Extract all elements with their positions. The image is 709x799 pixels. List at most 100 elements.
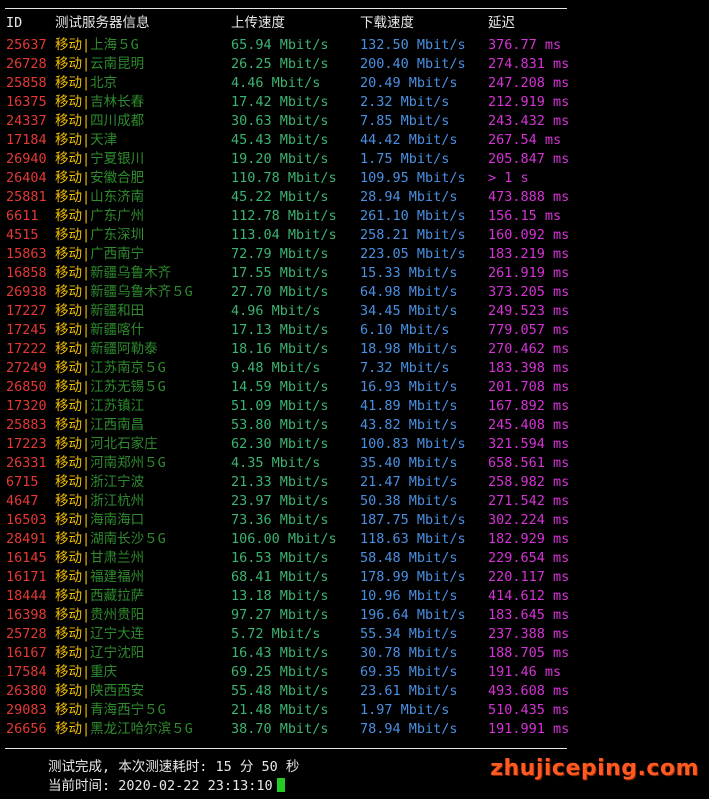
top-divider — [5, 8, 567, 9]
row-id: 16145 — [6, 550, 47, 566]
row-separator: | — [82, 588, 91, 604]
row-upload: 21.48 Mbit/s — [231, 702, 329, 718]
row-id: 26656 — [6, 721, 47, 737]
row-id: 6611 — [6, 208, 39, 224]
row-upload: 113.04 Mbit/s — [231, 227, 337, 243]
table-row: 6611 移动|广东广州 112.78 Mbit/s 261.10 Mbit/s 156… — [0, 207, 709, 226]
row-upload: 45.22 Mbit/s — [231, 189, 329, 205]
table-row: 25858 移动|北京 4.46 Mbit/s 20.49 Mbit/s 247.208… — [0, 74, 709, 93]
table-row: 4515 移动|广东深圳 113.04 Mbit/s 258.21 Mbit/s 160… — [0, 226, 709, 245]
row-upload: 4.35 Mbit/s — [231, 455, 321, 471]
test-summary: 测试完成, 本次测速耗时: 15 分 50 秒 — [48, 759, 300, 775]
row-upload: 26.25 Mbit/s — [231, 56, 329, 72]
row-carrier: 移动 — [55, 379, 82, 395]
table-row: 17184 移动|天津 45.43 Mbit/s 44.42 Mbit/s 267.54… — [0, 131, 709, 150]
row-id: 4515 — [6, 227, 39, 243]
row-id: 16398 — [6, 607, 47, 623]
row-separator: | — [82, 151, 91, 167]
row-location: 新疆喀什 — [90, 322, 145, 338]
row-id: 24337 — [6, 113, 47, 129]
row-latency: > 1 s — [488, 170, 529, 186]
row-location: 安徽合肥 — [90, 170, 145, 186]
row-separator: | — [82, 664, 91, 680]
row-carrier: 移动 — [55, 56, 82, 72]
row-location: 新疆和田 — [90, 303, 145, 319]
row-server: 移动|江苏镇江 — [55, 397, 144, 416]
row-separator: | — [82, 550, 91, 566]
row-location: 云南昆明 — [90, 56, 145, 72]
row-download: 55.34 Mbit/s — [360, 626, 458, 642]
row-separator: | — [82, 322, 91, 338]
table-row: 18444 移动|西藏拉萨 13.18 Mbit/s 10.96 Mbit/s 414.… — [0, 587, 709, 606]
row-upload: 112.78 Mbit/s — [231, 208, 337, 224]
row-id: 26331 — [6, 455, 47, 471]
row-separator: | — [82, 227, 91, 243]
table-row: 16858 移动|新疆乌鲁木齐 17.55 Mbit/s 15.33 Mbit/s 26… — [0, 264, 709, 283]
row-separator: | — [82, 436, 91, 452]
row-latency: 183.219 ms — [488, 246, 570, 262]
row-latency: 258.982 ms — [488, 474, 570, 490]
row-carrier: 移动 — [55, 227, 82, 243]
row-id: 26940 — [6, 151, 47, 167]
row-location: 广东深圳 — [90, 227, 145, 243]
row-download: 30.78 Mbit/s — [360, 645, 458, 661]
row-server: 移动|青海西宁５G — [55, 701, 166, 720]
row-separator: | — [82, 189, 91, 205]
row-carrier: 移动 — [55, 702, 82, 718]
row-download: 7.85 Mbit/s — [360, 113, 450, 129]
row-download: 223.05 Mbit/s — [360, 246, 466, 262]
row-download: 58.48 Mbit/s — [360, 550, 458, 566]
row-separator: | — [82, 683, 91, 699]
row-latency: 473.888 ms — [488, 189, 570, 205]
row-download: 6.10 Mbit/s — [360, 322, 450, 338]
row-latency: 376.77 ms — [488, 37, 562, 53]
row-id: 17222 — [6, 341, 47, 357]
row-location: 福建福州 — [90, 569, 145, 585]
row-latency: 183.398 ms — [488, 360, 570, 376]
row-id: 16167 — [6, 645, 47, 661]
row-location: 宁夏银川 — [90, 151, 145, 167]
row-server: 移动|吉林长春 — [55, 93, 144, 112]
row-upload: 17.42 Mbit/s — [231, 94, 329, 110]
row-latency: 658.561 ms — [488, 455, 570, 471]
row-server: 移动|福建福州 — [55, 568, 144, 587]
row-upload: 62.30 Mbit/s — [231, 436, 329, 452]
row-latency: 261.919 ms — [488, 265, 570, 281]
row-carrier: 移动 — [55, 37, 82, 53]
current-time: 当前时间: 2020-02-22 23:13:10 — [48, 778, 273, 794]
row-latency: 510.435 ms — [488, 702, 570, 718]
row-location: 江苏镇江 — [90, 398, 145, 414]
row-latency: 270.462 ms — [488, 341, 570, 357]
row-location: 新疆乌鲁木齐 — [90, 265, 172, 281]
row-carrier: 移动 — [55, 189, 82, 205]
row-upload: 68.41 Mbit/s — [231, 569, 329, 585]
row-id: 25637 — [6, 37, 47, 53]
row-download: 20.49 Mbit/s — [360, 75, 458, 91]
row-location: 河北石家庄 — [90, 436, 158, 452]
row-latency: 321.594 ms — [488, 436, 570, 452]
table-row: 29083 移动|青海西宁５G 21.48 Mbit/s 1.97 Mbit/s 510… — [0, 701, 709, 720]
row-location: 辽宁大连 — [90, 626, 145, 642]
row-upload: 65.94 Mbit/s — [231, 37, 329, 53]
row-carrier: 移动 — [55, 208, 82, 224]
row-id: 6715 — [6, 474, 39, 490]
row-carrier: 移动 — [55, 360, 82, 376]
row-carrier: 移动 — [55, 588, 82, 604]
row-server: 移动|新疆和田 — [55, 302, 144, 321]
row-download: 132.50 Mbit/s — [360, 37, 466, 53]
row-server: 移动|安徽合肥 — [55, 169, 144, 188]
row-carrier: 移动 — [55, 607, 82, 623]
table-row: 16145 移动|甘肃兰州 16.53 Mbit/s 58.48 Mbit/s 229.… — [0, 549, 709, 568]
row-latency: 267.54 ms — [488, 132, 562, 148]
table-row: 26331 移动|河南郑州５G 4.35 Mbit/s 35.40 Mbit/s 658… — [0, 454, 709, 473]
table-row: 26404 移动|安徽合肥 110.78 Mbit/s 109.95 Mbit/s > … — [0, 169, 709, 188]
row-server: 移动|贵州贵阳 — [55, 606, 144, 625]
row-server: 移动|西藏拉萨 — [55, 587, 144, 606]
row-latency: 245.408 ms — [488, 417, 570, 433]
row-latency: 201.708 ms — [488, 379, 570, 395]
row-download: 1.97 Mbit/s — [360, 702, 450, 718]
row-location: 江苏无锡５G — [90, 379, 166, 395]
table-row: 17584 移动|重庆 69.25 Mbit/s 69.35 Mbit/s 191.46… — [0, 663, 709, 682]
row-download: 16.93 Mbit/s — [360, 379, 458, 395]
row-download: 21.47 Mbit/s — [360, 474, 458, 490]
